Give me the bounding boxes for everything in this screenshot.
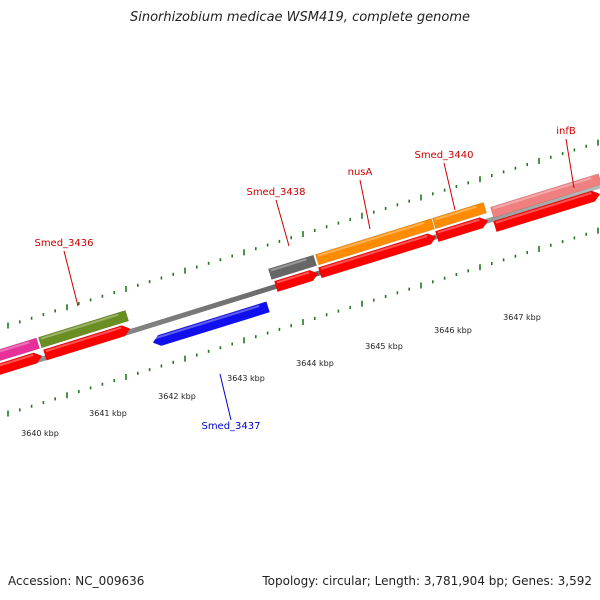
gene-bar-nusa xyxy=(315,218,435,266)
cds-arrow-2-body xyxy=(43,325,131,361)
gene-label: Smed_3438 xyxy=(246,187,305,198)
gene-label: Smed_3440 xyxy=(414,150,473,161)
gene-label: nusA xyxy=(348,167,373,178)
cds-arrow-3-body xyxy=(274,269,319,293)
accession-text: Accession: NC_009636 xyxy=(8,574,145,588)
gene-label-leader xyxy=(443,162,456,211)
gene-bar-smed-3436-body xyxy=(38,310,129,349)
scale-label: 3642 kbp xyxy=(158,392,196,401)
scale-label: 3640 kbp xyxy=(21,429,59,438)
cds-arrow-1-highlight xyxy=(0,354,34,368)
gene-label-leader xyxy=(63,250,79,307)
map-title: Sinorhizobium medicae WSM419, complete g… xyxy=(129,10,471,25)
cds-arrow-3 xyxy=(274,269,319,293)
genome-summary-text: Topology: circular; Length: 3,781,904 bp… xyxy=(262,574,592,588)
scale-label: 3645 kbp xyxy=(365,342,403,351)
gene-label-leader xyxy=(219,373,232,421)
cds-arrow-5-body xyxy=(435,217,489,243)
gene-bar-magenta xyxy=(0,337,40,364)
gene-bar-smed-3438-body xyxy=(268,254,317,280)
cds-arrow-6-body xyxy=(493,190,600,233)
cds-arrow-2 xyxy=(43,325,131,361)
cds-arrow-4 xyxy=(318,233,437,279)
scale-labels: 3640 kbp 3641 kbp 3642 kbp 3643 kbp 3644 kbp… xyxy=(21,313,541,438)
gene-bar-nusa-body xyxy=(315,218,435,266)
scale-label: 3647 kbp xyxy=(503,313,541,322)
cds-arrow-1-body xyxy=(0,352,43,377)
gene-bar-magenta-highlight xyxy=(0,341,30,356)
gene-bar-smed-3440-body xyxy=(432,202,487,230)
gene-bar-magenta-body xyxy=(0,337,40,364)
gene-label-leader xyxy=(359,179,371,230)
cds-arrow-6 xyxy=(493,190,600,233)
gene-labels: Smed_3436 Smed_3437 Smed_3438 nusA Smed_3440… xyxy=(34,126,575,432)
scale-label: 3641 kbp xyxy=(89,409,127,418)
scale-label: 3643 kbp xyxy=(227,374,265,383)
cds-arrow-5-highlight xyxy=(437,218,480,234)
gene-bar-smed-3438-highlight xyxy=(270,258,307,272)
scale-ticks xyxy=(7,139,599,417)
cds-arrow-5 xyxy=(435,217,489,243)
cds-arrow-4-body xyxy=(318,233,437,279)
gene-label: infB xyxy=(556,126,576,137)
gene-bar-smed-3440 xyxy=(432,202,487,230)
gene-bar-smed-3436-highlight xyxy=(40,313,119,340)
gene-label-leader xyxy=(565,138,575,189)
gene-label: Smed_3437 xyxy=(201,421,260,432)
gene-bar-smed-3438 xyxy=(268,254,317,280)
gene-bar-smed-3440-highlight xyxy=(434,205,477,221)
cds-arrow-4-highlight xyxy=(320,234,428,270)
gene-bar-smed-3437 xyxy=(152,301,270,347)
gene-bar-nusa-highlight xyxy=(317,221,425,257)
scale-label: 3646 kbp xyxy=(434,326,472,335)
gene-bar-smed-3437-body xyxy=(152,301,270,347)
cds-arrow-3-highlight xyxy=(276,271,310,284)
gene-label: Smed_3436 xyxy=(34,238,93,249)
cds-arrow-1 xyxy=(0,352,43,377)
gene-label-leader xyxy=(275,199,290,247)
gene-features xyxy=(0,173,600,377)
cds-arrow-6-highlight xyxy=(495,192,592,224)
gene-bar-smed-3436 xyxy=(38,310,129,349)
scale-label: 3644 kbp xyxy=(296,359,334,368)
gene-bar-smed-3437-highlight xyxy=(153,304,260,340)
gene-bar-infb-highlight xyxy=(492,177,592,210)
cds-arrow-2-highlight xyxy=(45,326,122,353)
